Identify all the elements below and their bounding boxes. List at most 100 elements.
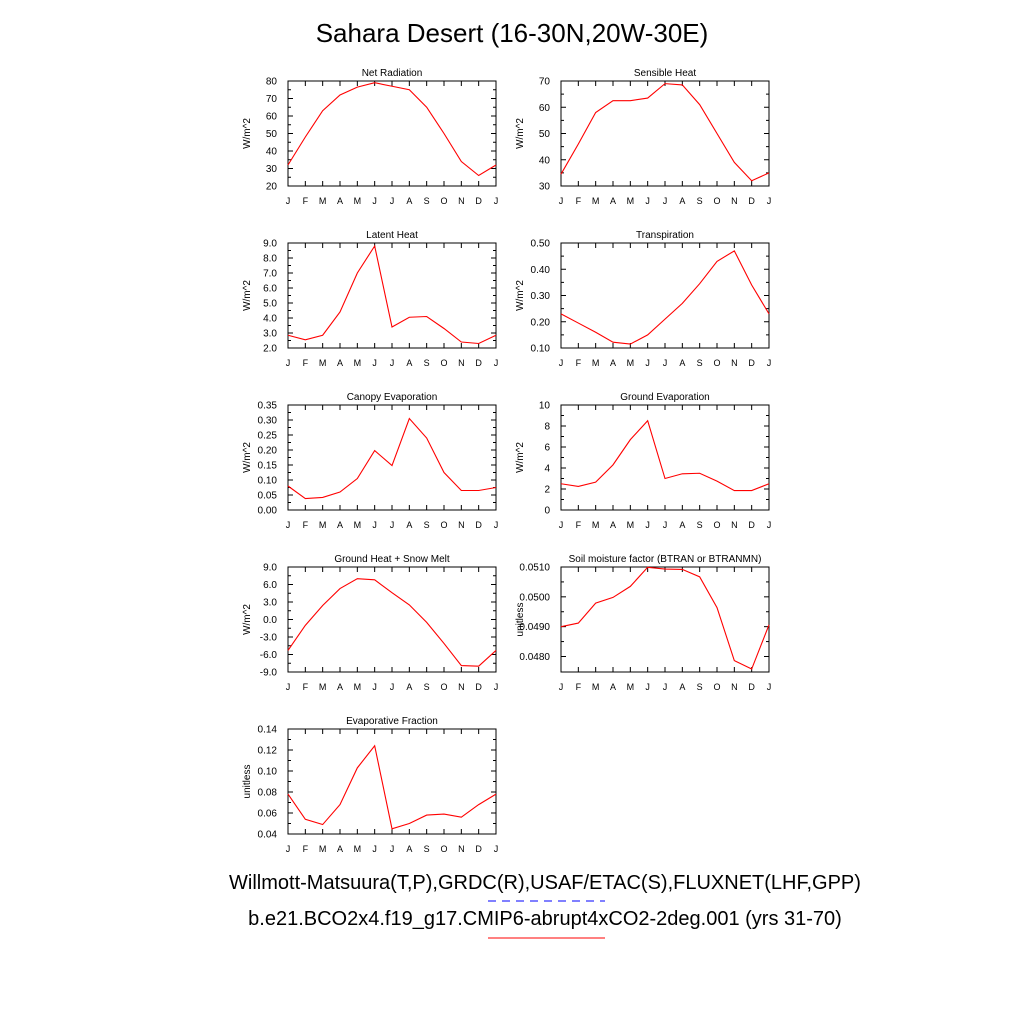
y-axis-label: W/m^2 xyxy=(242,118,253,149)
y-tick-label: 0.40 xyxy=(531,265,551,276)
y-tick-label: 70 xyxy=(539,77,551,88)
x-tick-label: A xyxy=(679,196,685,206)
y-tick-label: 9.0 xyxy=(263,239,277,250)
y-tick-label: -6.0 xyxy=(260,650,278,661)
x-tick-label: A xyxy=(610,520,616,530)
y-tick-label: 80 xyxy=(266,77,278,88)
chart-panel-7: J F M A M J J A S O N D J-9.0-6.0-3.00.03.06.09.0Gro… xyxy=(242,554,498,692)
y-tick-label: 0.0480 xyxy=(519,652,550,663)
x-tick-label: F xyxy=(576,682,582,692)
y-tick-label: 2 xyxy=(544,485,550,496)
chart-panel-3: J F M A M J J A S O N D J2.03.04.05.06.07.08.09.0Lat… xyxy=(242,230,498,368)
x-tick-label: J xyxy=(645,520,650,530)
x-tick-label: A xyxy=(337,844,343,854)
chart-panel-8: J F M A M J J A S O N D J0.04800.04900.05000.0510Soi… xyxy=(515,554,771,692)
x-tick-label: N xyxy=(458,520,465,530)
y-tick-label: 0.30 xyxy=(531,291,551,302)
x-tick-label: J xyxy=(494,358,499,368)
x-tick-label: J xyxy=(372,682,377,692)
y-tick-label: 0.0490 xyxy=(519,622,550,633)
x-tick-label: M xyxy=(592,358,600,368)
plot-frame xyxy=(287,566,497,673)
series-line xyxy=(287,744,497,830)
y-tick-label: 0.00 xyxy=(258,506,278,517)
x-tick-label: A xyxy=(337,520,343,530)
series-line xyxy=(287,417,497,500)
y-tick-label: 0.05 xyxy=(258,491,278,502)
x-tick-label: A xyxy=(337,682,343,692)
y-tick-label: 2.0 xyxy=(263,344,277,355)
x-tick-label: J xyxy=(663,358,668,368)
plot-frame xyxy=(560,404,770,511)
y-tick-label: 30 xyxy=(539,182,551,193)
x-tick-label: J xyxy=(767,682,772,692)
x-tick-label: J xyxy=(663,682,668,692)
chart-panel-4: J F M A M J J A S O N D J0.100.200.300.400.50Transpi… xyxy=(515,230,771,368)
y-tick-label: 0.14 xyxy=(258,725,278,736)
x-tick-label: J xyxy=(559,358,564,368)
y-tick-label: 8.0 xyxy=(263,254,277,265)
y-tick-label: -3.0 xyxy=(260,633,278,644)
y-tick-label: 0.06 xyxy=(258,809,278,820)
y-tick-label: 0.10 xyxy=(531,344,551,355)
x-tick-label: F xyxy=(576,196,582,206)
x-tick-label: A xyxy=(406,844,412,854)
x-tick-label: O xyxy=(440,196,447,206)
x-tick-label: A xyxy=(337,196,343,206)
y-tick-label: 0.08 xyxy=(258,788,278,799)
x-tick-label: D xyxy=(475,520,482,530)
chart-panel-5: J F M A M J J A S O N D J0.000.050.100.150.200.250.3… xyxy=(242,392,498,530)
panel-title: Ground Heat + Snow Melt xyxy=(334,554,450,565)
x-tick-label: M xyxy=(592,520,600,530)
panel-title: Soil moisture factor (BTRAN or BTRANMN) xyxy=(569,554,762,565)
x-tick-label: A xyxy=(610,196,616,206)
y-axis-label: W/m^2 xyxy=(515,118,526,149)
x-tick-label: A xyxy=(406,682,412,692)
x-tick-label: J xyxy=(286,844,291,854)
plot-frame xyxy=(287,80,497,187)
x-tick-label: O xyxy=(440,358,447,368)
y-tick-label: 40 xyxy=(266,147,278,158)
y-tick-label: 4 xyxy=(544,464,550,475)
x-tick-label: J xyxy=(663,196,668,206)
plot-frame xyxy=(287,242,497,349)
x-tick-label: J xyxy=(372,196,377,206)
chart-panel-9: J F M A M J J A S O N D J0.040.060.080.100.120.14Eva… xyxy=(242,716,498,854)
y-tick-label: 8 xyxy=(544,422,550,433)
x-tick-label: D xyxy=(748,520,755,530)
y-tick-label: 50 xyxy=(266,129,278,140)
y-tick-label: 0.20 xyxy=(531,317,551,328)
y-tick-label: 0.30 xyxy=(258,416,278,427)
series-line xyxy=(287,578,497,667)
panel-title: Sensible Heat xyxy=(634,68,696,79)
x-tick-label: M xyxy=(354,520,362,530)
x-tick-label: S xyxy=(424,196,430,206)
x-tick-label: M xyxy=(354,844,362,854)
y-tick-label: 10 xyxy=(539,401,551,412)
x-tick-label: S xyxy=(424,358,430,368)
plot-frame xyxy=(287,404,497,511)
y-tick-label: 5.0 xyxy=(263,299,277,310)
x-tick-label: M xyxy=(319,682,327,692)
x-tick-label: J xyxy=(559,196,564,206)
y-tick-label: 7.0 xyxy=(263,269,277,280)
panel-title: Evaporative Fraction xyxy=(346,716,438,727)
x-tick-label: N xyxy=(458,196,465,206)
x-tick-label: J xyxy=(645,682,650,692)
x-tick-label: O xyxy=(440,682,447,692)
x-tick-label: J xyxy=(767,520,772,530)
panel-title: Transpiration xyxy=(636,230,694,241)
series-line xyxy=(287,244,497,345)
x-tick-label: M xyxy=(354,358,362,368)
y-tick-label: 0.0 xyxy=(263,615,277,626)
x-tick-label: A xyxy=(406,196,412,206)
x-tick-label: J xyxy=(372,520,377,530)
x-tick-label: M xyxy=(592,682,600,692)
y-tick-label: 6 xyxy=(544,443,550,454)
x-tick-label: J xyxy=(390,520,395,530)
x-tick-label: N xyxy=(458,844,465,854)
x-tick-label: F xyxy=(303,844,309,854)
plot-frame xyxy=(560,80,770,187)
